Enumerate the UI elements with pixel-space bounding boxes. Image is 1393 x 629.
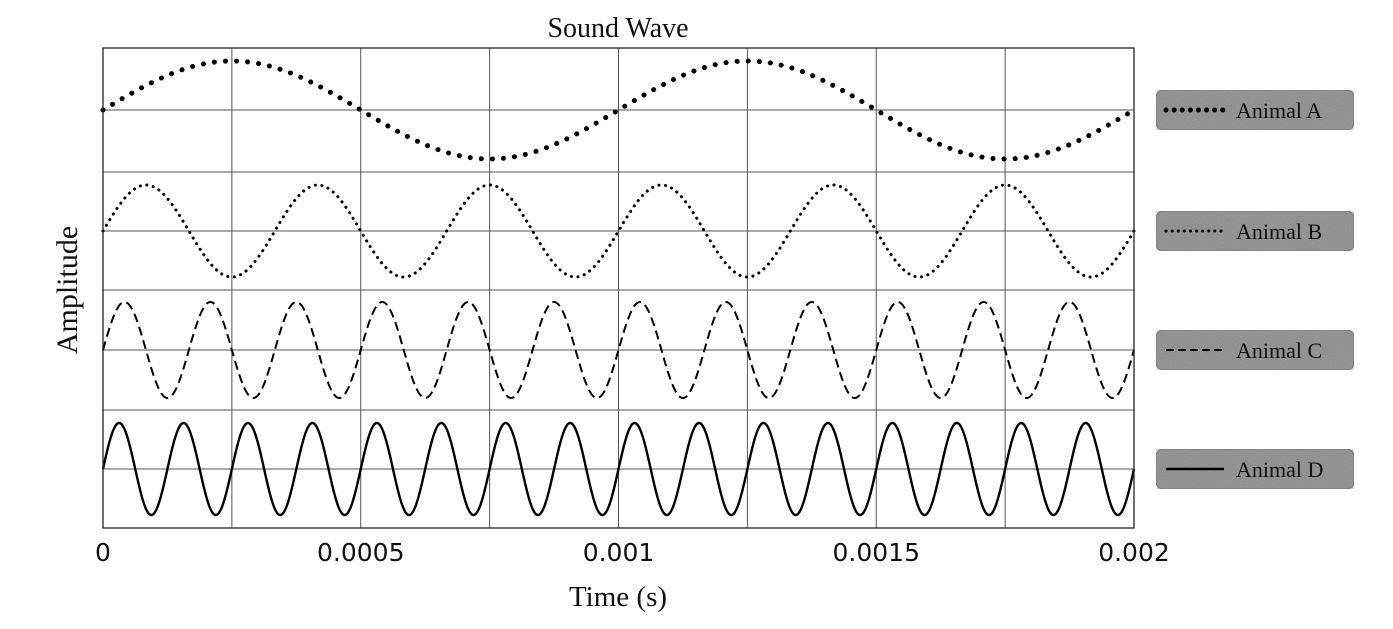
legend-box (1155, 448, 1355, 490)
legend-label: Animal C (1236, 338, 1322, 363)
x-tick-label: 0.002 (1098, 538, 1170, 567)
legend-box (1155, 210, 1355, 252)
legend-item: Animal B (1155, 210, 1355, 252)
x-tick-label: 0 (95, 538, 111, 567)
legend-label: Animal B (1236, 219, 1322, 244)
legend-box (1155, 329, 1355, 371)
chart-title: Sound Wave (547, 13, 688, 44)
legend-box (1155, 89, 1355, 131)
y-axis-label: Amplitude (51, 226, 84, 354)
series-line-animal-a (100, 58, 1137, 162)
legend: Animal A Animal B Animal C Animal D (1155, 89, 1355, 490)
legend-item: Animal C (1155, 329, 1355, 371)
x-tick-label: 0.0005 (317, 538, 404, 567)
legend-item: Animal A (1155, 89, 1355, 131)
legend-item: Animal D (1155, 448, 1355, 490)
plot-border (102, 47, 1135, 529)
series-line-animal-c (102, 300, 1135, 400)
series-line-animal-d (101, 421, 1136, 517)
grid-layer (103, 48, 1134, 528)
x-tick-labels: 0 0.0005 0.001 0.0015 0.002 (95, 538, 1170, 567)
legend-label: Animal D (1236, 457, 1323, 482)
x-axis-label: Time (s) (569, 581, 667, 613)
plot-frame (102, 47, 1135, 529)
legend-label: Animal A (1236, 98, 1322, 123)
x-tick-label: 0.0015 (833, 538, 920, 567)
x-tick-label: 0.001 (583, 538, 655, 567)
series-layer (100, 58, 1137, 517)
